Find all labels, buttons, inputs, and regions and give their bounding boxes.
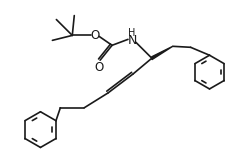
Text: O: O: [91, 29, 100, 42]
Text: N: N: [127, 34, 137, 47]
Text: O: O: [94, 61, 104, 74]
Text: H: H: [128, 28, 136, 38]
Polygon shape: [152, 46, 173, 60]
